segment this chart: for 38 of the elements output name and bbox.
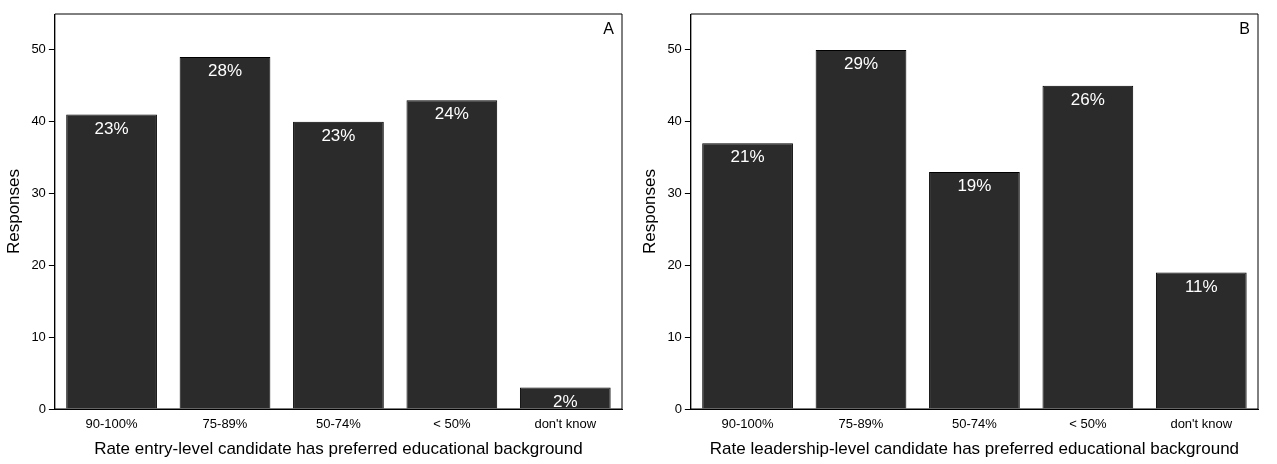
y-tick-label: 40 bbox=[31, 113, 46, 129]
x-tick-label: < 50% bbox=[433, 416, 471, 432]
x-tick-label: 90-100% bbox=[85, 416, 139, 432]
x-tick-label: 50-74% bbox=[952, 416, 998, 432]
annotation: A bbox=[603, 20, 615, 38]
y-tick-label: 40 bbox=[667, 113, 682, 129]
annotation: 19% bbox=[957, 176, 992, 196]
x-tick-label: 75-89% bbox=[838, 416, 884, 432]
y-tick-label: 30 bbox=[31, 185, 46, 201]
annotation: B bbox=[1239, 20, 1250, 38]
annotation: 11% bbox=[1184, 276, 1218, 296]
annotation: 29% bbox=[843, 54, 879, 74]
x-tick-label: 75-89% bbox=[202, 416, 248, 432]
annotation: 2% bbox=[553, 391, 578, 411]
y-axis-title: Responses bbox=[3, 168, 23, 255]
y-tick-label: 50 bbox=[667, 41, 682, 57]
y-tick-label: 50 bbox=[31, 41, 46, 57]
annotation: 23% bbox=[94, 118, 129, 138]
y-axis-title: Responses bbox=[639, 168, 659, 255]
y-tick-label: 10 bbox=[31, 328, 46, 344]
x-tick-label: 50-74% bbox=[316, 416, 362, 432]
y-tick-label: 20 bbox=[31, 256, 46, 272]
x-axis-title: Rate leadership-level candidate has preferred educational background bbox=[709, 439, 1240, 459]
y-tick-label: 0 bbox=[674, 400, 682, 416]
annotation: 28% bbox=[207, 61, 243, 81]
annotation: 24% bbox=[434, 104, 469, 124]
annotation: 26% bbox=[1070, 90, 1105, 110]
y-tick-label: 0 bbox=[38, 400, 46, 416]
y-tick-label: 20 bbox=[667, 256, 682, 272]
annotation: 23% bbox=[321, 125, 356, 145]
annotation: 21% bbox=[730, 147, 765, 167]
x-tick-label: < 50% bbox=[1069, 416, 1107, 432]
y-tick-label: 10 bbox=[667, 328, 682, 344]
x-tick-label: don't know bbox=[534, 416, 597, 432]
x-tick-label: don't know bbox=[1170, 416, 1233, 432]
x-tick-label: 90-100% bbox=[721, 416, 775, 432]
x-axis-title: Rate entry-level candidate has preferred educational background bbox=[94, 439, 583, 459]
y-tick-label: 30 bbox=[667, 185, 682, 201]
